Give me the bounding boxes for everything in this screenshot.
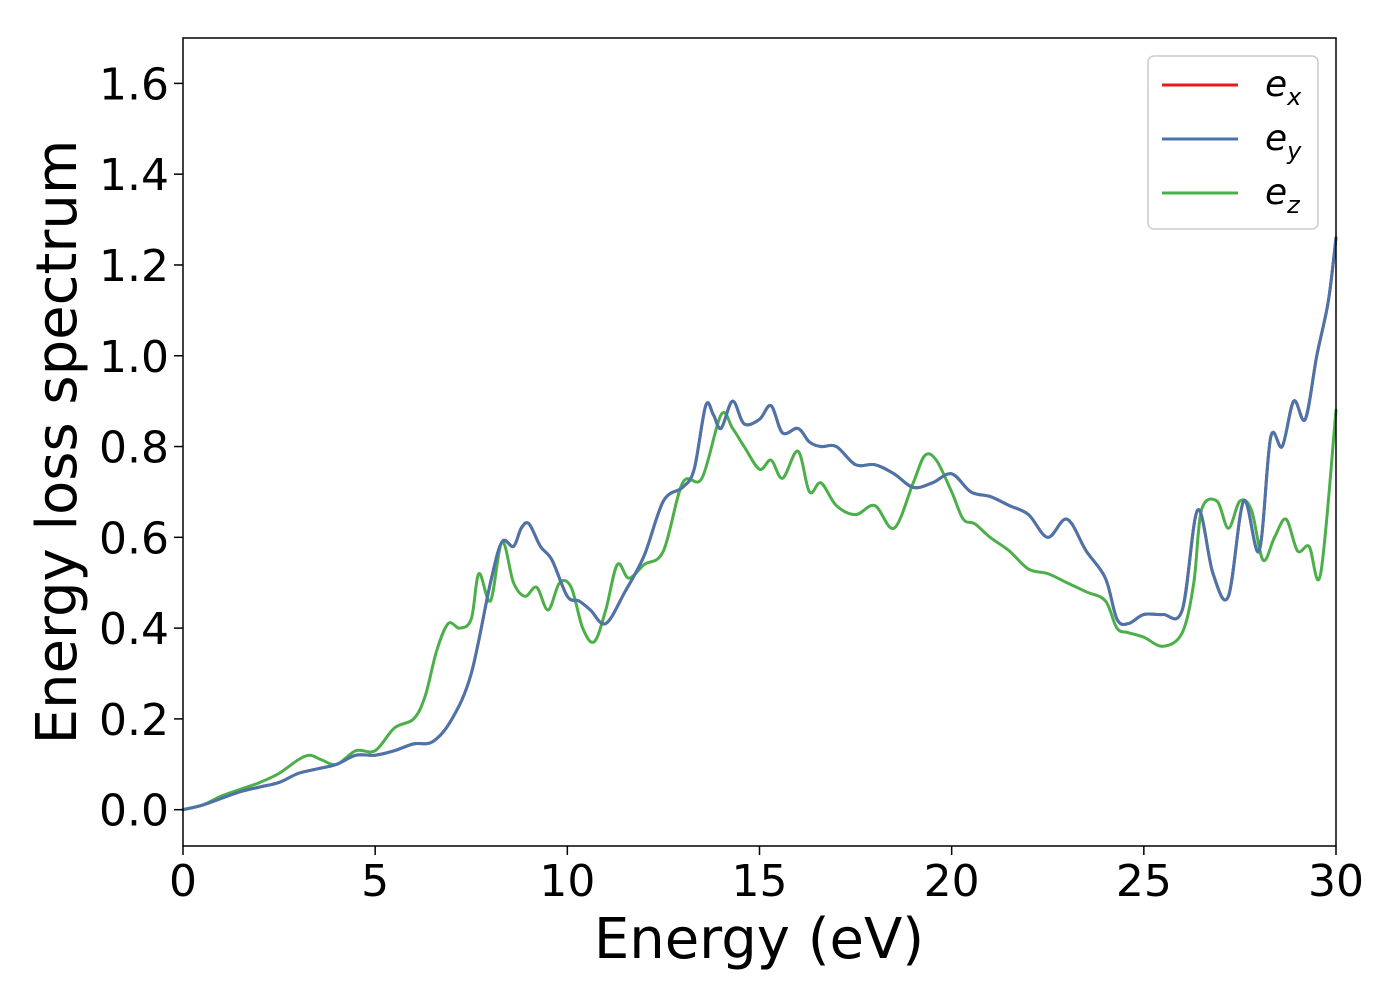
y-tick-label: 1.6 [99,59,169,110]
series-line-e-z [181,408,1338,812]
y-tick-label: 0.0 [99,786,169,837]
x-axis-label: Energy (eV) [594,907,924,972]
y-axis-label: Energy loss spectrum [25,140,90,745]
x-tick-label: 25 [1116,856,1172,907]
y-tick-label: 0.6 [99,513,169,564]
x-axis: 0 5 10 15 20 25 30 [169,846,1364,907]
series-line-e-y [181,236,1338,812]
x-tick-label: 10 [539,856,595,907]
y-tick-label: 0.8 [99,423,169,474]
y-tick-label: 1.0 [99,332,169,383]
series-layer [181,236,1338,812]
y-tick-label: 0.2 [99,695,169,746]
y-tick-label: 1.4 [99,150,169,201]
y-tick-label: 1.2 [99,241,169,292]
y-axis: 0.0 0.2 0.4 0.6 0.8 1.0 1.2 1.4 1.6 [99,59,183,837]
legend-box [1147,55,1319,230]
x-tick-label: 15 [732,856,788,907]
series-line-e-x [181,236,1338,812]
x-tick-label: 5 [361,856,389,907]
x-tick-label: 30 [1308,856,1364,907]
x-tick-label: 0 [169,856,197,907]
y-tick-label: 0.4 [99,604,169,655]
x-tick-label: 20 [924,856,980,907]
